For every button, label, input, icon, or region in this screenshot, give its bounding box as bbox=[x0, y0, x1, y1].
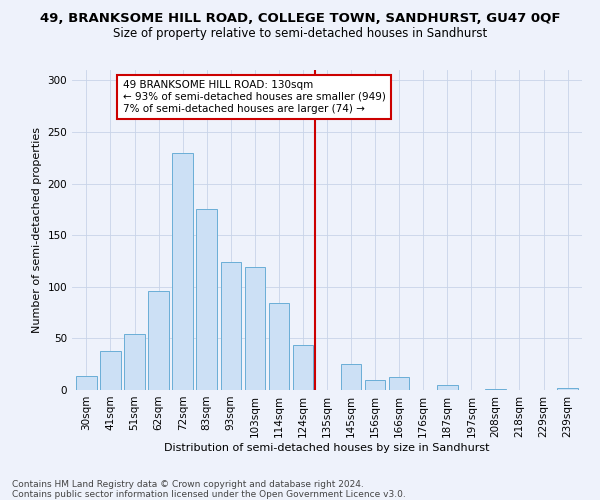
Text: Size of property relative to semi-detached houses in Sandhurst: Size of property relative to semi-detach… bbox=[113, 28, 487, 40]
Bar bbox=[221, 262, 241, 390]
Bar bbox=[365, 380, 385, 390]
Y-axis label: Number of semi-detached properties: Number of semi-detached properties bbox=[32, 127, 42, 333]
Bar bbox=[485, 389, 506, 390]
Bar bbox=[124, 334, 145, 390]
Bar bbox=[100, 351, 121, 390]
Bar bbox=[76, 376, 97, 390]
Bar bbox=[437, 385, 458, 390]
Bar bbox=[196, 210, 217, 390]
Bar bbox=[269, 304, 289, 390]
Bar bbox=[557, 388, 578, 390]
Bar bbox=[172, 152, 193, 390]
Bar bbox=[245, 267, 265, 390]
Text: 49 BRANKSOME HILL ROAD: 130sqm
← 93% of semi-detached houses are smaller (949)
7: 49 BRANKSOME HILL ROAD: 130sqm ← 93% of … bbox=[122, 80, 385, 114]
Text: 49, BRANKSOME HILL ROAD, COLLEGE TOWN, SANDHURST, GU47 0QF: 49, BRANKSOME HILL ROAD, COLLEGE TOWN, S… bbox=[40, 12, 560, 26]
Bar bbox=[148, 291, 169, 390]
X-axis label: Distribution of semi-detached houses by size in Sandhurst: Distribution of semi-detached houses by … bbox=[164, 442, 490, 452]
Bar bbox=[389, 376, 409, 390]
Bar bbox=[293, 344, 313, 390]
Bar bbox=[341, 364, 361, 390]
Text: Contains HM Land Registry data © Crown copyright and database right 2024.
Contai: Contains HM Land Registry data © Crown c… bbox=[12, 480, 406, 499]
